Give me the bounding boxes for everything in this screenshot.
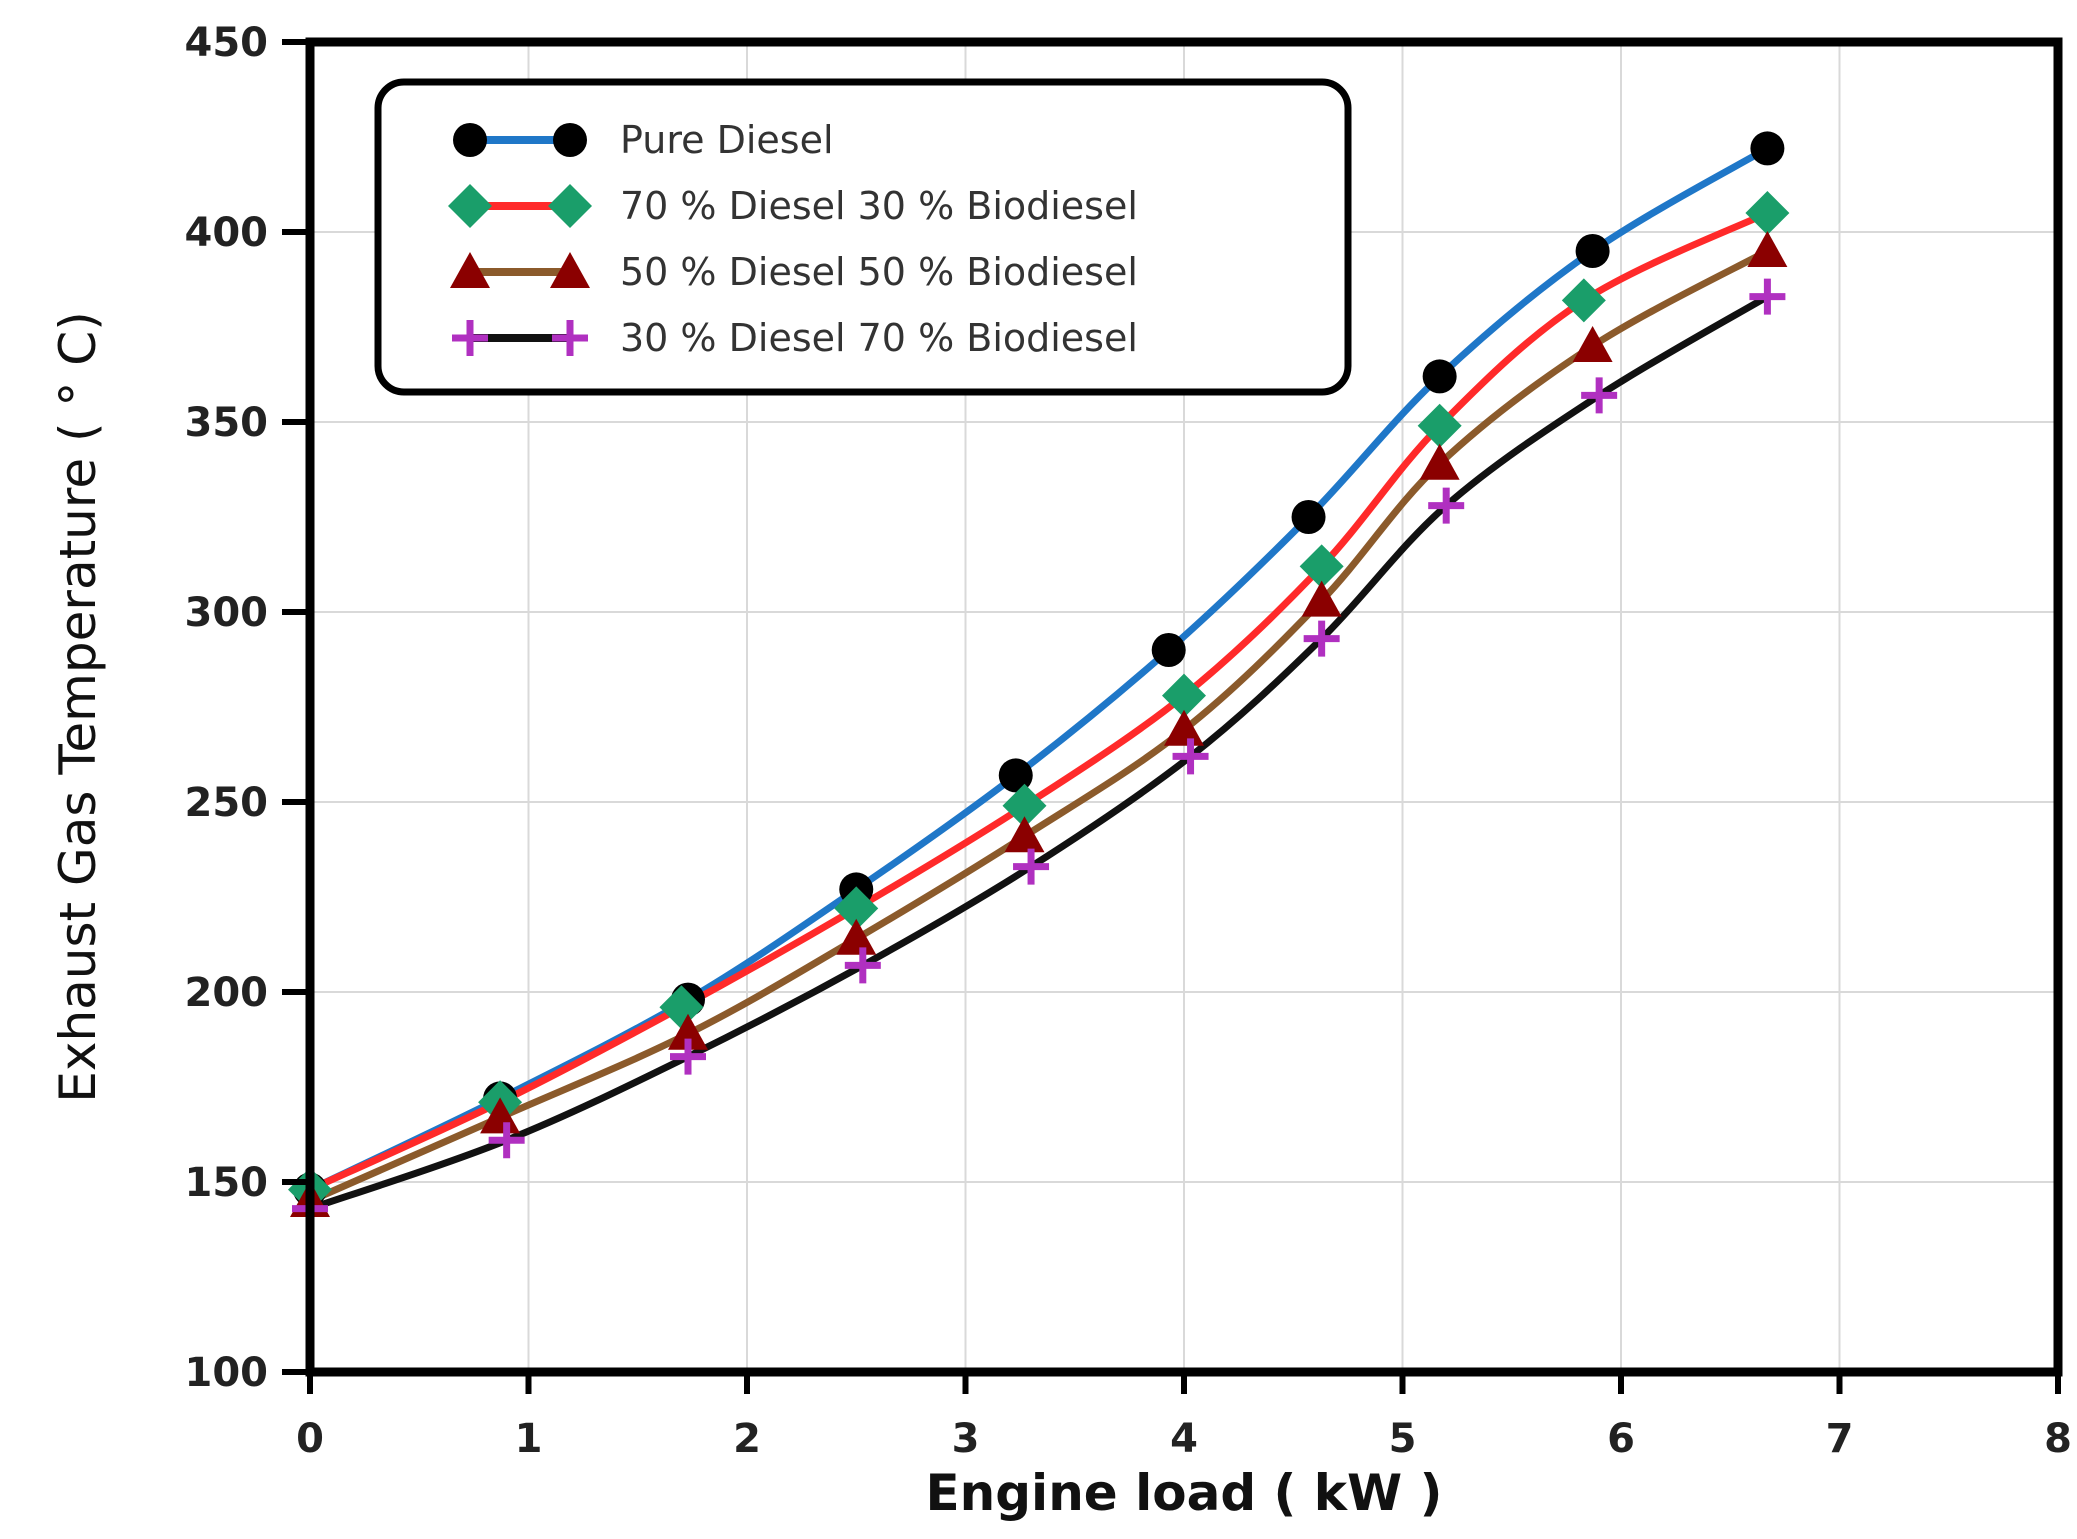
series-2-point — [659, 985, 704, 1030]
y-tick-label: 400 — [185, 210, 269, 256]
legend-label: 70 % Diesel 30 % Biodiesel — [620, 184, 1138, 228]
y-tick-label: 350 — [185, 400, 269, 446]
series-4-point — [1428, 487, 1465, 524]
series-lines — [306, 144, 1771, 1213]
series-3-point — [836, 918, 877, 955]
series-2-point — [1561, 278, 1606, 323]
series-4-point — [1303, 620, 1340, 657]
series-3-point — [1301, 580, 1342, 617]
series-4-point — [670, 1038, 707, 1075]
series-2-point — [1417, 403, 1462, 448]
x-tick-label: 4 — [1170, 1416, 1198, 1462]
series-4-point — [1581, 377, 1618, 414]
y-axis-title: Exhaust Gas Temperature ( ° C) — [49, 311, 107, 1102]
series-1-point — [1422, 359, 1457, 394]
series-3-point — [668, 1013, 709, 1050]
series-3-point — [1164, 709, 1204, 746]
x-tick-label: 1 — [515, 1416, 543, 1462]
axis-ticks — [282, 39, 2061, 1394]
legend-marker — [548, 184, 592, 228]
series-4-point — [1013, 848, 1050, 885]
series-1-point — [1750, 131, 1785, 166]
legend-marker — [552, 320, 588, 356]
legend-marker — [553, 123, 587, 157]
legend-marker — [453, 123, 487, 157]
series-3-point — [1419, 443, 1460, 480]
legend-entry-2: 70 % Diesel 30 % Biodiesel — [448, 184, 1138, 228]
series-4-point — [488, 1122, 525, 1159]
series-2-point — [1162, 673, 1206, 718]
x-tick-label: 2 — [733, 1416, 761, 1462]
y-tick-label: 450 — [185, 20, 269, 66]
x-tick-label: 6 — [1607, 1416, 1635, 1462]
series-2-point — [1299, 544, 1344, 589]
series-line-2 — [306, 209, 1771, 1194]
series-2-point — [1745, 191, 1790, 235]
y-tick-label: 100 — [185, 1350, 269, 1396]
series-3-point — [1572, 326, 1613, 362]
legend-marker — [448, 184, 492, 228]
legend-marker — [452, 320, 488, 356]
legend-box — [374, 78, 1352, 396]
legend-entries: Pure Diesel 70 % Diesel 30 % Biodiesel 50 … — [448, 118, 1138, 360]
series-4-point — [1172, 738, 1209, 775]
series-markers — [288, 131, 1790, 1227]
x-tick-label: 5 — [1389, 1416, 1417, 1462]
series-4-point — [844, 947, 881, 984]
y-tick-label: 150 — [185, 1160, 269, 1206]
series-line-4 — [306, 293, 1771, 1213]
series-3-point — [1747, 231, 1788, 267]
series-line-3 — [306, 247, 1771, 1205]
series-1-point — [1575, 234, 1610, 268]
legend-label: 50 % Diesel 50 % Biodiesel — [620, 250, 1138, 294]
legend-label: Pure Diesel — [620, 118, 834, 162]
legend-entry-1: Pure Diesel — [453, 118, 834, 162]
legend: Pure Diesel 70 % Diesel 30 % Biodiesel 50 … — [374, 78, 1352, 396]
y-tick-label: 300 — [185, 590, 269, 636]
series-1-point — [998, 758, 1033, 793]
series-1-point — [1291, 500, 1326, 534]
series-2-point — [1002, 783, 1047, 828]
x-tick-label: 7 — [1826, 1416, 1854, 1462]
x-tick-label: 3 — [952, 1416, 980, 1462]
legend-label: 30 % Diesel 70 % Biodiesel — [620, 316, 1138, 360]
series-2-point — [834, 886, 879, 931]
legend-marker — [550, 252, 590, 288]
legend-entry-3: 50 % Diesel 50 % Biodiesel — [450, 250, 1138, 294]
series-4-point — [1749, 278, 1786, 315]
x-tick-label: 0 — [296, 1416, 324, 1462]
tick-labels: 0 1 2 3 4 5 6 7 8 100 150 200 250 300 350 400 450 — [185, 20, 2072, 1462]
x-tick-label: 8 — [2044, 1416, 2072, 1462]
legend-marker — [450, 252, 490, 288]
y-tick-label: 200 — [185, 970, 269, 1016]
series-3-point — [1004, 816, 1045, 853]
x-axis-title: Engine load ( kW ) — [926, 1464, 1443, 1522]
series-1-point — [1151, 633, 1186, 667]
y-tick-label: 250 — [185, 780, 269, 826]
legend-entry-4: 30 % Diesel 70 % Biodiesel — [452, 316, 1138, 360]
